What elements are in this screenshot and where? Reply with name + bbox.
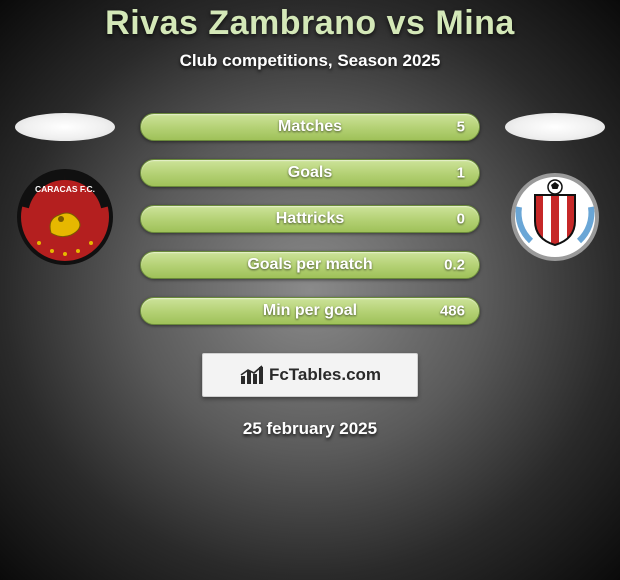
- date-text: 25 february 2025: [0, 419, 620, 439]
- stat-row-goals: Goals 1: [140, 159, 480, 187]
- bars-icon: [239, 364, 265, 386]
- stat-row-matches: Matches 5: [140, 113, 480, 141]
- stat-right-value: 1: [457, 165, 465, 182]
- stat-row-min-per-goal: Min per goal 486: [140, 297, 480, 325]
- stat-label: Hattricks: [276, 210, 344, 228]
- stat-right-value: 0: [457, 211, 465, 228]
- stat-label: Matches: [278, 118, 342, 136]
- right-team-crest: [507, 169, 603, 265]
- stat-right-value: 0.2: [444, 257, 465, 274]
- estudiantes-crest-icon: [507, 169, 603, 265]
- stat-label: Goals per match: [247, 256, 372, 274]
- stat-label: Goals: [288, 164, 332, 182]
- page-title: Rivas Zambrano vs Mina: [0, 4, 620, 43]
- logo-text: FcTables.com: [269, 365, 381, 385]
- stat-label: Min per goal: [263, 302, 357, 320]
- right-player-column: [500, 111, 610, 265]
- stats-list: Matches 5 Goals 1 Hattricks 0 Goals per …: [140, 111, 480, 325]
- stat-right-value: 5: [457, 119, 465, 136]
- stat-row-goals-per-match: Goals per match 0.2: [140, 251, 480, 279]
- subtitle: Club competitions, Season 2025: [0, 51, 620, 71]
- left-player-column: CARACAS F.C.: [10, 111, 120, 265]
- stat-right-value: 486: [440, 303, 465, 320]
- right-player-oval: [505, 113, 605, 141]
- left-player-oval: [15, 113, 115, 141]
- stat-row-hattricks: Hattricks 0: [140, 205, 480, 233]
- svg-text:CARACAS F.C.: CARACAS F.C.: [35, 184, 95, 194]
- fctables-logo: FcTables.com: [202, 353, 418, 397]
- left-team-crest: CARACAS F.C.: [17, 169, 113, 265]
- caracas-crest-icon: CARACAS F.C.: [17, 169, 113, 265]
